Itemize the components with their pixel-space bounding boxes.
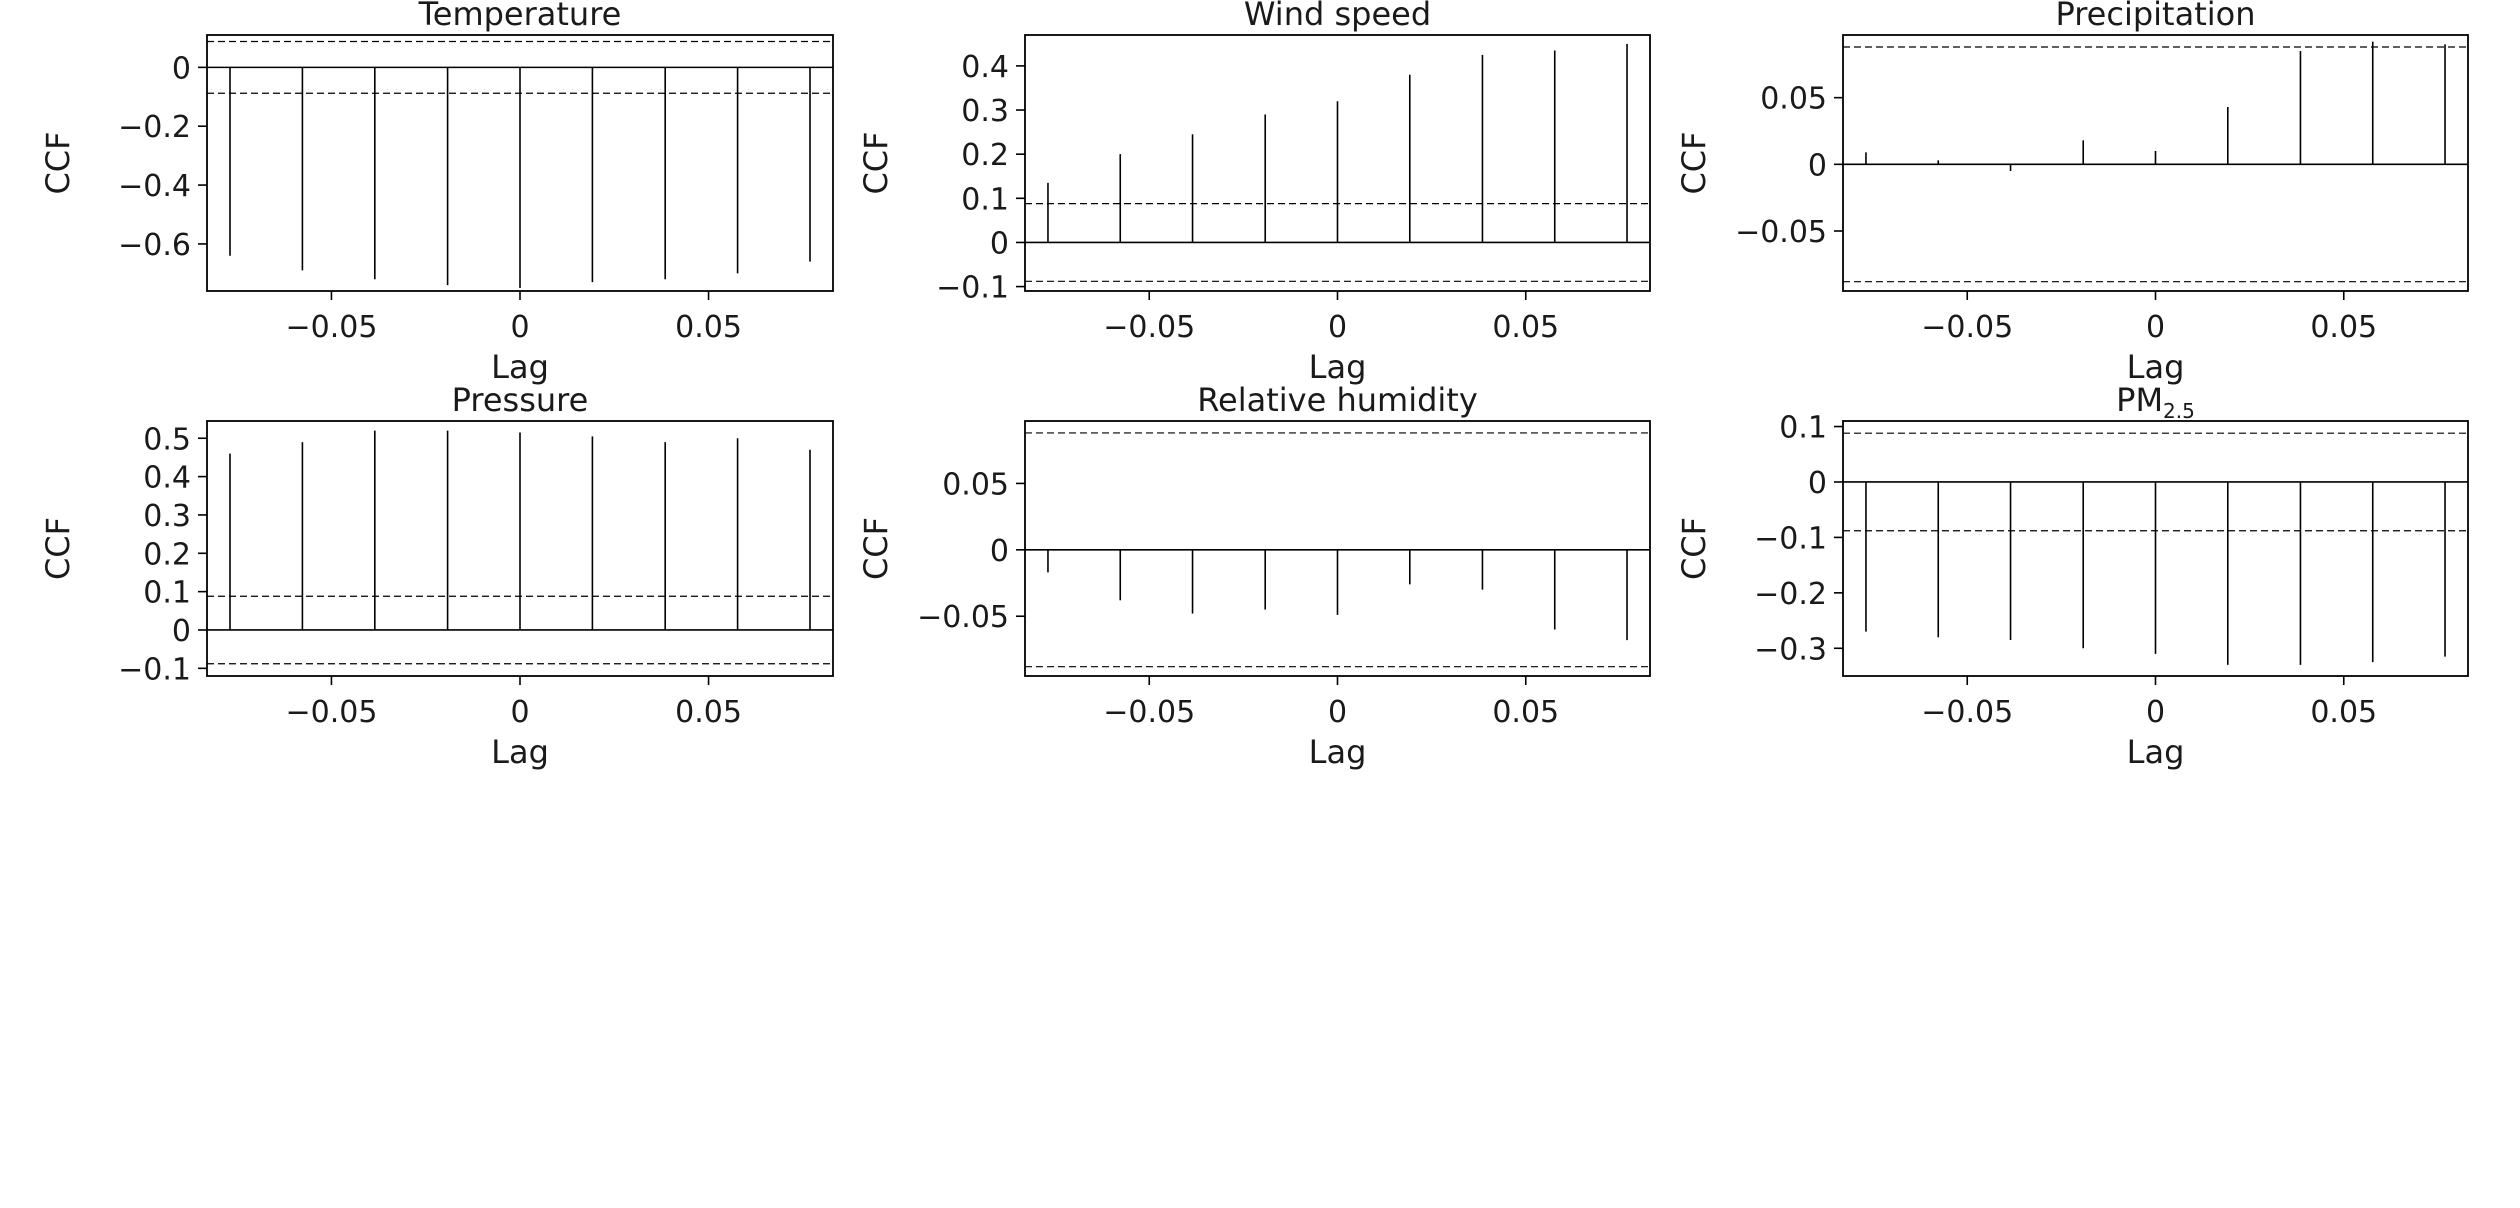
- y-tick-label: 0.05: [1760, 82, 1827, 117]
- y-axis-label: CCF: [1675, 517, 1713, 580]
- y-tick-label: 0: [1808, 148, 1827, 183]
- chart-title: PM2.5: [2116, 381, 2195, 423]
- plot-frame: [1024, 420, 1651, 677]
- x-axis-label: Lag: [491, 348, 549, 386]
- y-tick-label: −0.05: [1735, 215, 1827, 250]
- x-tick-label: 0.05: [2310, 310, 2377, 345]
- y-tick-label: 0.2: [961, 138, 1009, 173]
- chart-title-text: Relative humidity: [1197, 381, 1478, 419]
- chart-title: Relative humidity: [1197, 381, 1478, 419]
- y-tick-label: 0.1: [1779, 411, 1827, 446]
- x-tick-label: −0.05: [285, 695, 377, 730]
- y-axis-label: CCF: [39, 517, 77, 580]
- x-tick-label: −0.05: [1921, 310, 2013, 345]
- y-tick-label: −0.05: [917, 600, 1009, 635]
- chart-title-text: Pressure: [452, 381, 589, 419]
- x-axis-label: Lag: [491, 733, 549, 771]
- y-tick-label: 0: [990, 226, 1009, 261]
- y-tick-label: −0.4: [118, 169, 191, 204]
- x-tick-label: −0.05: [1921, 695, 2013, 730]
- x-tick-label: 0: [510, 310, 529, 345]
- chart-title-text: Temperature: [418, 0, 622, 33]
- ccf-panel: −0.05 0 0.05 0.05 0 −0.05 Precipitation Lag CCF: [1675, 0, 2469, 386]
- y-tick-label: −0.1: [118, 652, 191, 687]
- y-tick-label: 0: [990, 534, 1009, 569]
- y-tick-label: 0.1: [143, 576, 191, 611]
- chart-title-text: PM: [2116, 381, 2163, 419]
- x-tick-label: −0.05: [1103, 695, 1195, 730]
- x-axis-label: Lag: [1309, 348, 1367, 386]
- chart-title: Pressure: [452, 381, 589, 419]
- y-tick-label: 0.5: [143, 422, 191, 457]
- x-tick-label: −0.05: [285, 310, 377, 345]
- x-axis-label: Lag: [1309, 733, 1367, 771]
- x-axis-label: Lag: [2127, 733, 2185, 771]
- ccf-panel: −0.05 0 0.05 0.1 0 −0.1 −0.2 −0.3 PM2.5 Lag CCF: [1675, 381, 2469, 771]
- y-tick-label: 0.05: [942, 467, 1009, 502]
- y-axis-label: CCF: [1675, 131, 1713, 194]
- x-tick-label: 0: [1328, 310, 1347, 345]
- y-axis-label: CCF: [857, 131, 895, 194]
- x-tick-label: 0: [2146, 310, 2165, 345]
- y-tick-label: −0.6: [118, 228, 191, 263]
- y-tick-label: 0: [1808, 466, 1827, 501]
- y-tick-label: 0: [172, 614, 191, 649]
- ccf-panel: −0.05 0 0.050.50.40.30.20.10−0.1PressureLa…: [39, 381, 834, 771]
- y-tick-label: −0.3: [1754, 632, 1827, 667]
- y-tick-label: −0.2: [1754, 577, 1827, 612]
- x-tick-label: 0: [2146, 695, 2165, 730]
- y-tick-label: 0.3: [961, 94, 1009, 129]
- chart-title-text: Wind speed: [1244, 0, 1431, 33]
- x-tick-label: 0.05: [675, 695, 742, 730]
- y-tick-label: 0.1: [961, 182, 1009, 217]
- chart-title: Precipitation: [2055, 0, 2255, 33]
- y-tick-label: 0.2: [143, 537, 191, 572]
- chart-title: Wind speed: [1244, 0, 1431, 33]
- ccf-panel: −0.05 0 0.05 0.05 0 −0.05 Relative humidity Lag…: [857, 381, 1651, 771]
- x-tick-label: 0.05: [1492, 310, 1559, 345]
- x-axis-label: Lag: [2127, 348, 2185, 386]
- x-tick-label: 0.05: [2310, 695, 2377, 730]
- y-tick-label: −0.1: [1754, 521, 1827, 556]
- y-tick-label: 0.4: [143, 461, 191, 496]
- y-tick-label: 0.3: [143, 499, 191, 534]
- chart-title: Temperature: [418, 0, 622, 33]
- x-tick-label: 0.05: [1492, 695, 1559, 730]
- ccf-panel: −0.05 0 0.05 0 −0.2 −0.4 −0.6 Temperature Lag CCF: [39, 0, 834, 386]
- x-tick-label: 0: [510, 695, 529, 730]
- x-tick-label: 0.05: [675, 310, 742, 345]
- y-axis-label: CCF: [39, 131, 77, 194]
- y-tick-label: 0: [172, 51, 191, 86]
- chart-title-subscript: 2.5: [2163, 399, 2195, 423]
- y-tick-label: 0.4: [961, 50, 1009, 85]
- y-tick-label: −0.1: [936, 271, 1009, 306]
- x-tick-label: 0: [1328, 695, 1347, 730]
- y-tick-label: −0.2: [118, 110, 191, 145]
- x-tick-label: −0.05: [1103, 310, 1195, 345]
- y-axis-label: CCF: [857, 517, 895, 580]
- chart-title-text: Precipitation: [2055, 0, 2255, 33]
- ccf-panel: −0.05 0 0.05 0.4 0.3 0.2 0.1 0 −0.1 Wind speed Lag…: [857, 0, 1651, 386]
